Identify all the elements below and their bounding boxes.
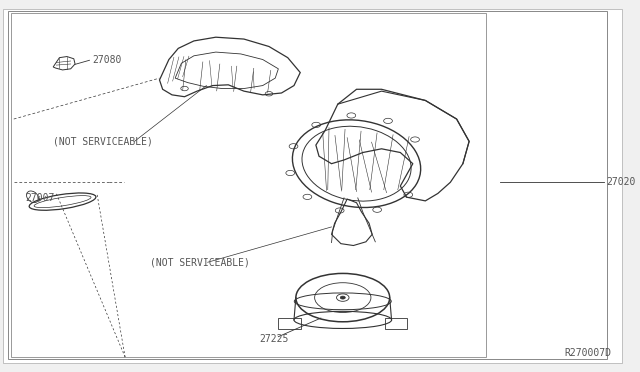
Bar [11, 13, 486, 357]
Bar [385, 318, 407, 329]
Circle shape [337, 294, 349, 301]
Text: 27080: 27080 [93, 55, 122, 64]
Circle shape [340, 296, 345, 299]
Text: (NOT SERVICEABLE): (NOT SERVICEABLE) [150, 257, 250, 267]
Text: 27007: 27007 [25, 193, 54, 203]
Text: 27020: 27020 [607, 177, 636, 187]
Bar [278, 318, 301, 329]
Text: (NOT SERVICEABLE): (NOT SERVICEABLE) [53, 137, 153, 146]
Text: 27225: 27225 [260, 334, 289, 344]
Text: R270007D: R270007D [564, 348, 612, 358]
